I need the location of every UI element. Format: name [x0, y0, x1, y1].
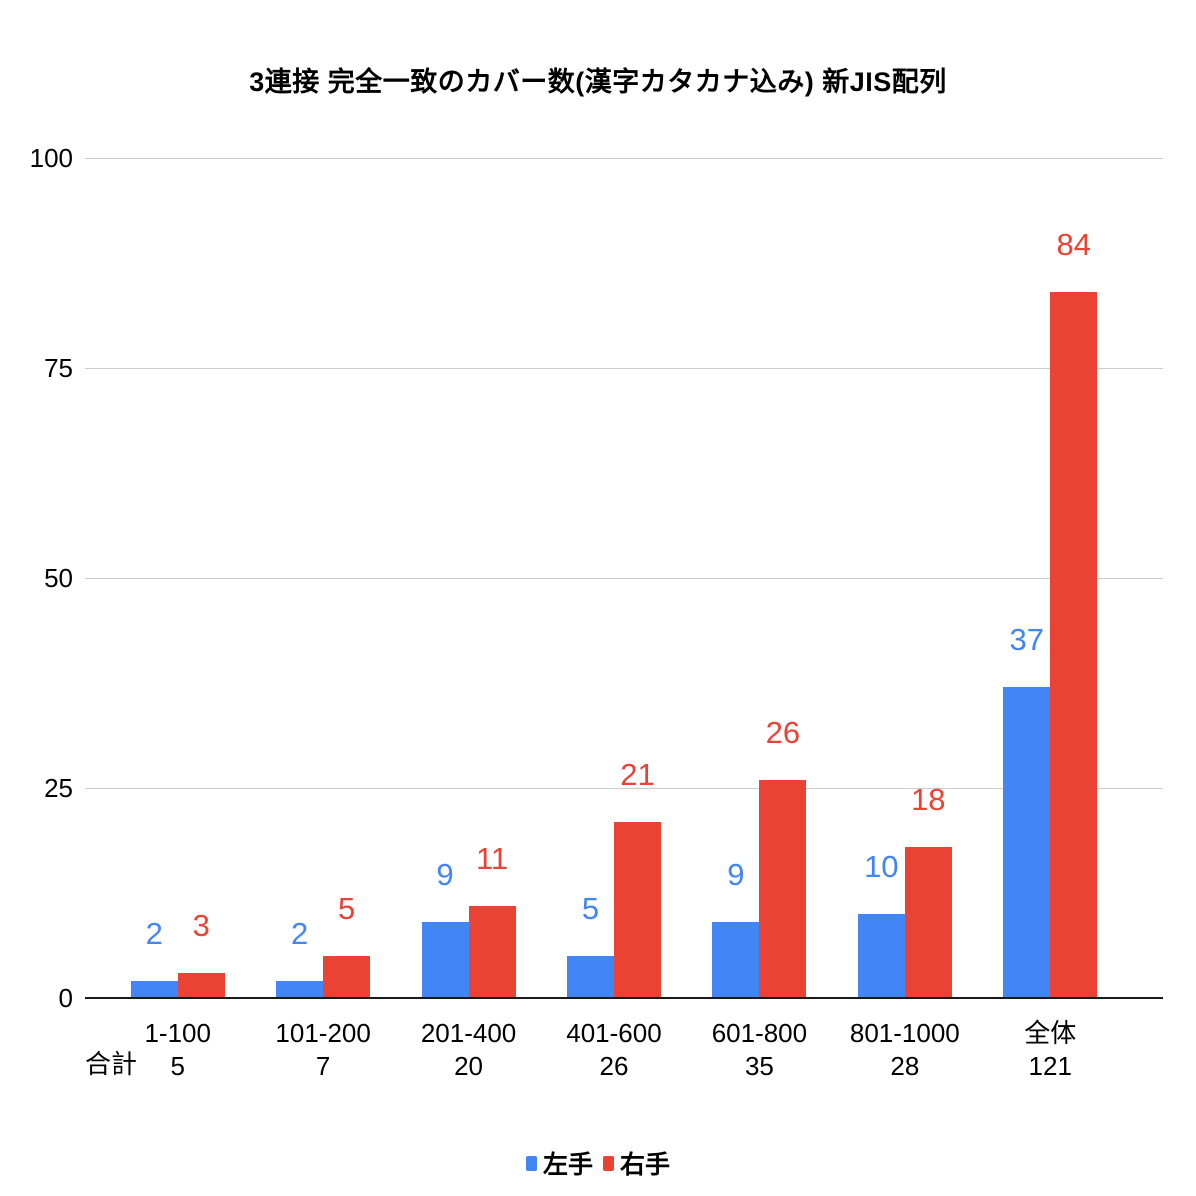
x-axis-label-cell: 101-200 7	[250, 1016, 395, 1082]
bar-value-label: 18	[911, 781, 946, 817]
bar-value-label: 37	[1009, 622, 1044, 658]
bar-column: 5	[323, 158, 371, 998]
bar-value-label: 11	[475, 840, 509, 876]
x-axis-total-value: 35	[744, 1051, 774, 1081]
bar-右手-101-200	[323, 956, 371, 998]
bar-value-label: 9	[727, 857, 745, 893]
bar-column: 11	[468, 158, 516, 998]
legend-item-右手: 右手	[603, 1145, 670, 1181]
x-axis-category-label: 801-1000	[849, 1018, 960, 1048]
bar-右手-全体	[1050, 292, 1098, 998]
x-axis-total-value: 7	[315, 1051, 331, 1081]
bar-value-label: 2	[291, 916, 309, 952]
bar-column: 9	[421, 158, 469, 998]
x-axis-label-cell: 全体 121	[978, 1016, 1123, 1082]
x-axis-category-label: 101-200	[275, 1018, 371, 1048]
x-axis-category-label: 401-600	[566, 1018, 662, 1048]
bar-column: 3	[177, 158, 225, 998]
bar-左手-801-1000	[857, 914, 905, 998]
bar-右手-201-400	[468, 905, 516, 998]
bar-右手-801-1000	[904, 846, 952, 998]
bar-column: 2	[276, 158, 324, 998]
x-axis-total-value: 26	[599, 1051, 629, 1081]
y-axis-tick-label: 0	[58, 983, 73, 1013]
bar-group-601-800: 9 26	[687, 158, 832, 998]
bar-左手-全体	[1003, 687, 1051, 998]
totals-row-header: 合計	[85, 1049, 138, 1079]
bar-右手-1-100	[177, 972, 225, 998]
bar-column: 84	[1050, 158, 1098, 998]
legend: 左手 右手	[0, 1145, 1196, 1181]
gridline-75	[85, 368, 1163, 369]
bar-value-label: 10	[864, 849, 899, 884]
bar-右手-401-600	[613, 821, 661, 998]
bar-column: 18	[904, 158, 952, 998]
bar-左手-1-100	[130, 981, 178, 998]
bar-value-label: 21	[620, 756, 655, 792]
bar-group-801-1000: 10 18	[832, 158, 977, 998]
bar-column: 9	[712, 158, 760, 998]
x-axis-category-label: 全体	[1024, 1018, 1077, 1048]
gridline-100	[85, 158, 1163, 159]
bar-value-label: 5	[581, 891, 600, 926]
bar-value-label: 84	[1056, 227, 1091, 263]
legend-item-左手: 左手	[525, 1145, 593, 1181]
bar-value-label: 3	[192, 907, 210, 943]
bar-group-201-400: 9 11	[396, 158, 541, 998]
x-axis-category-label: 601-800	[711, 1018, 808, 1048]
legend-swatch-icon	[525, 1155, 537, 1171]
y-axis-tick-label: 25	[44, 773, 73, 803]
bar-左手-101-200	[276, 981, 324, 998]
bar-group-401-600: 5 21	[541, 158, 686, 998]
legend-swatch-icon	[603, 1155, 614, 1171]
y-axis-tick-label: 100	[29, 143, 73, 173]
x-axis-total-value: 121	[1028, 1051, 1072, 1081]
bar-column: 5	[566, 158, 614, 998]
x-axis-label-cell: 201-400 20	[396, 1016, 541, 1082]
y-axis-tick-label: 50	[44, 563, 73, 593]
x-axis-label-cell: 401-600 26	[541, 1016, 686, 1082]
bar-column: 21	[613, 158, 661, 998]
bar-column: 2	[130, 158, 178, 998]
plot-area: 2 3 2 5 9 11 5 21 9 26 10 18 37 84	[85, 158, 1163, 999]
y-axis: 0 25 50 75 100	[0, 143, 73, 1013]
x-axis-line	[85, 997, 1163, 999]
x-axis-total-value: 28	[890, 1051, 920, 1081]
x-axis-label-cell: 601-800 35	[687, 1016, 832, 1082]
x-axis-total-value: 20	[454, 1051, 484, 1081]
x-axis: 1-100 5 101-200 7 201-400 20 401-600 26 601-800 3…	[85, 1016, 1163, 1082]
bar-左手-201-400	[421, 922, 469, 998]
bar-column: 37	[1003, 158, 1051, 998]
legend-label: 右手	[620, 1151, 671, 1179]
gridline-25	[85, 788, 1163, 789]
bar-column: 10	[857, 158, 905, 998]
x-axis-label-cell: 1-100 5	[105, 1016, 250, 1082]
x-axis-total-value: 5	[170, 1051, 185, 1081]
gridline-50	[85, 578, 1163, 579]
bar-group-全体: 37 84	[978, 158, 1123, 998]
bar-column: 26	[759, 158, 807, 998]
bar-value-label: 5	[338, 891, 356, 926]
bar-左手-601-800	[712, 922, 760, 998]
bar-左手-401-600	[566, 956, 614, 998]
x-axis-label-cell: 801-1000 28	[832, 1016, 977, 1082]
bar-value-label: 9	[436, 857, 454, 893]
bar-右手-601-800	[759, 779, 807, 998]
y-axis-tick-label: 75	[44, 353, 73, 383]
bar-value-label: 2	[145, 916, 163, 952]
x-axis-category-label: 201-400	[420, 1018, 517, 1048]
chart-title: 3連接 完全一致のカバー数(漢字カタカナ込み) 新JIS配列	[249, 67, 947, 97]
bar-value-label: 26	[765, 714, 801, 750]
x-axis-category-label: 1-100	[144, 1018, 211, 1048]
legend-label: 左手	[542, 1151, 593, 1179]
bars-row: 2 3 2 5 9 11 5 21 9 26 10 18 37 84	[85, 158, 1163, 998]
